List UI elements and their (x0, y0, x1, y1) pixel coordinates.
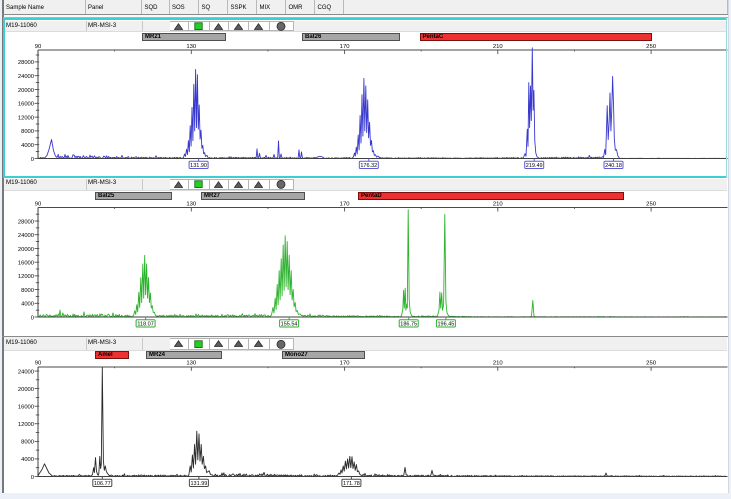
svg-text:196.45: 196.45 (437, 322, 454, 328)
svg-text:250: 250 (646, 361, 657, 367)
svg-text:24000: 24000 (18, 233, 34, 239)
svg-text:130: 130 (186, 201, 197, 207)
svg-text:8000: 8000 (21, 129, 34, 135)
svg-text:176.32: 176.32 (360, 163, 377, 169)
svg-text:240.18: 240.18 (605, 163, 622, 169)
svg-text:210: 210 (493, 361, 504, 367)
svg-text:118.07: 118.07 (137, 322, 153, 328)
svg-text:106.77: 106.77 (94, 481, 111, 487)
svg-text:130: 130 (186, 361, 197, 367)
svg-text:0: 0 (31, 157, 34, 163)
svg-text:4000: 4000 (21, 457, 34, 463)
svg-text:8000: 8000 (21, 440, 34, 446)
svg-text:0: 0 (31, 315, 34, 321)
svg-text:90: 90 (35, 201, 42, 207)
svg-text:250: 250 (646, 44, 657, 50)
svg-text:28000: 28000 (18, 60, 34, 66)
svg-text:186.75: 186.75 (400, 322, 417, 328)
svg-text:12000: 12000 (18, 422, 34, 428)
svg-text:28000: 28000 (18, 219, 34, 225)
svg-text:219.49: 219.49 (526, 163, 543, 169)
svg-text:131.90: 131.90 (190, 163, 207, 169)
svg-text:210: 210 (493, 44, 504, 50)
svg-text:170: 170 (340, 201, 351, 207)
svg-text:8000: 8000 (21, 288, 34, 294)
svg-text:0: 0 (31, 475, 34, 481)
svg-text:131.99: 131.99 (190, 481, 207, 487)
svg-text:130: 130 (186, 44, 197, 50)
svg-text:210: 210 (493, 201, 504, 207)
svg-text:16000: 16000 (18, 404, 34, 410)
svg-text:4000: 4000 (21, 302, 34, 308)
svg-text:24000: 24000 (18, 74, 34, 80)
svg-text:171.78: 171.78 (343, 481, 360, 487)
svg-text:170: 170 (340, 44, 351, 50)
svg-text:16000: 16000 (18, 260, 34, 266)
svg-text:12000: 12000 (18, 274, 34, 280)
svg-text:20000: 20000 (18, 247, 34, 253)
svg-text:250: 250 (646, 201, 657, 207)
svg-text:16000: 16000 (18, 102, 34, 108)
svg-text:4000: 4000 (21, 143, 34, 149)
svg-text:155.54: 155.54 (281, 322, 298, 328)
svg-text:12000: 12000 (18, 115, 34, 121)
svg-text:24000: 24000 (18, 369, 34, 375)
svg-text:90: 90 (35, 44, 42, 50)
svg-text:90: 90 (35, 361, 42, 367)
svg-text:20000: 20000 (18, 387, 34, 393)
svg-text:170: 170 (340, 361, 351, 367)
svg-text:20000: 20000 (18, 88, 34, 94)
